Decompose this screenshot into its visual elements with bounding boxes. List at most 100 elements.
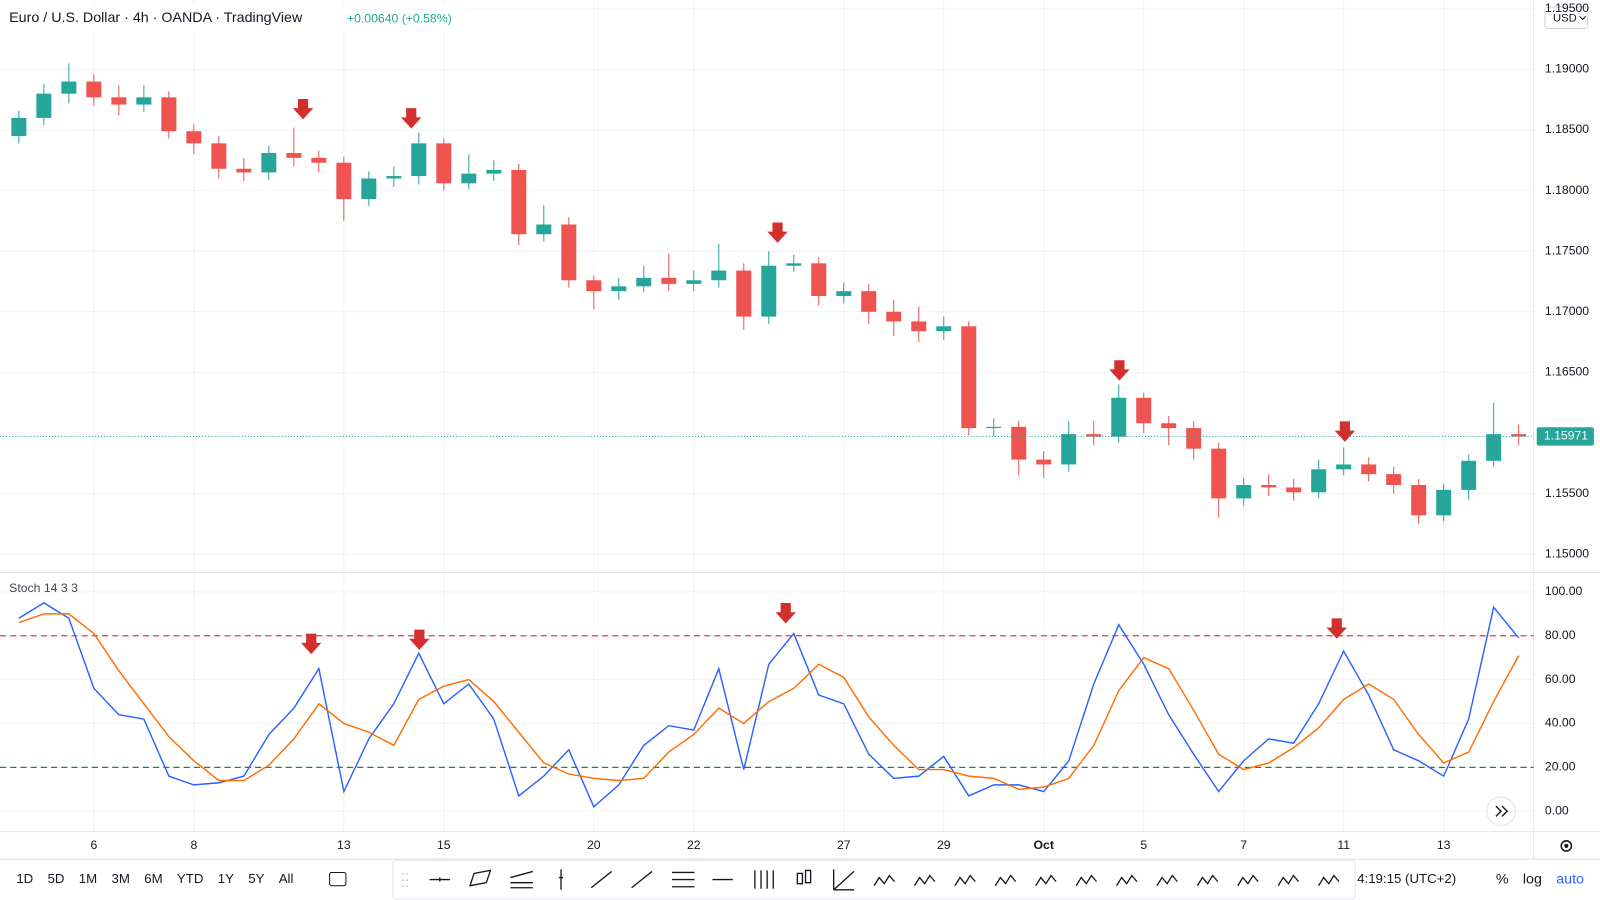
candle-body [1036,459,1052,465]
drawing-toolbar [392,859,1356,900]
tool-icon[interactable] [1035,874,1057,887]
tool-icon[interactable] [754,870,774,889]
range-button[interactable]: 3M [112,871,130,886]
currency-caret[interactable] [1579,15,1587,21]
tool-icon[interactable] [429,877,450,882]
range-button[interactable]: 1Y [218,871,234,886]
scroll-button[interactable] [1486,796,1516,827]
tool-icon[interactable] [873,874,895,887]
candle-body [211,143,227,169]
candle-body [1361,464,1377,475]
currency-box[interactable] [1544,6,1589,30]
drawing-tool[interactable] [833,869,855,891]
annotation-arrows [292,98,1356,655]
tool-icon[interactable] [796,869,812,885]
down-arrow [409,629,430,650]
date-range-button[interactable] [329,871,347,887]
drawing-tool[interactable] [754,870,774,889]
time-tick-label: 15 [437,838,451,852]
stoch-line [18,602,1520,809]
tool-icon[interactable] [469,869,492,887]
range-button[interactable]: 5D [48,871,65,886]
drawing-tool[interactable] [873,874,895,887]
candle-body [386,176,402,179]
drawing-tool[interactable] [590,870,613,889]
candle-body [786,263,802,266]
drawing-tool[interactable] [994,874,1017,887]
drawing-tool[interactable] [469,869,492,887]
drag-handle [402,873,409,887]
down-arrow [1326,618,1347,639]
settings-button[interactable] [1560,840,1573,852]
tool-icon[interactable] [913,874,936,887]
currency-button[interactable]: USD [1544,6,1589,30]
drawing-tool[interactable] [1156,874,1178,887]
drawing-tool[interactable] [913,874,936,887]
time-tick-label: 5 [1140,838,1147,852]
tool-icon[interactable] [994,874,1017,887]
scale-button[interactable]: % [1496,871,1509,887]
down-arrow [401,108,422,129]
candle-body [1211,448,1227,499]
tool-icon[interactable] [672,871,695,888]
indicator-title: Stoch 14 3 3 [9,581,78,595]
range-button[interactable]: 1D [16,871,33,886]
time-tick-label: 13 [337,838,351,852]
drawing-tool[interactable] [510,870,534,889]
tool-icon[interactable] [833,869,855,891]
range-button[interactable]: 1M [79,871,97,886]
tool-icon[interactable] [954,874,976,887]
currency-label[interactable]: USD [1553,12,1577,24]
gear-icon[interactable] [1560,840,1573,852]
tool-icon[interactable] [558,869,564,890]
time-tick-label: 11 [1337,838,1350,852]
range-button[interactable]: All [279,871,294,886]
drawing-tool[interactable] [1035,874,1057,887]
range-button[interactable]: YTD [177,871,204,886]
candle-body [611,286,627,292]
tool-icon[interactable] [1196,874,1219,887]
drawing-tool[interactable] [1196,874,1219,887]
drawing-tool[interactable] [429,877,450,882]
candle-body [361,178,377,200]
tool-icon[interactable] [1277,874,1300,887]
scale-button[interactable]: log [1523,871,1542,887]
drawing-tool[interactable] [631,870,653,889]
legend-bg [0,4,470,33]
scale-button[interactable]: auto [1556,871,1584,887]
drawing-tool[interactable] [1277,874,1300,887]
tool-icon[interactable] [590,870,613,889]
candle-body [461,173,477,184]
calendar-icon[interactable] [329,871,347,887]
scroll-icon[interactable] [1495,805,1509,817]
tool-icon[interactable] [1075,874,1098,887]
price-tick-label: 1.17500 [1545,243,1589,257]
tool-icon[interactable] [1237,874,1259,887]
drawing-tool[interactable] [1318,874,1340,887]
tool-icon[interactable] [1115,874,1138,887]
tool-icon[interactable] [510,870,534,889]
drawing-tool[interactable] [796,869,812,885]
candle-body [286,153,302,158]
gear-center[interactable] [1564,843,1569,848]
drawing-tool[interactable] [1115,874,1138,887]
drawing-tool[interactable] [558,869,564,890]
price-tick-label: 1.19000 [1545,62,1589,76]
drawing-tool[interactable] [954,874,976,887]
drawing-tool[interactable] [1075,874,1098,887]
candle-body [886,311,902,322]
down-arrow [767,222,788,243]
drawing-tool[interactable] [672,871,695,888]
price-tick-label: 1.15500 [1545,486,1589,500]
tool-icon[interactable] [1318,874,1340,887]
last-price-label: 1.15971 [1544,429,1588,443]
stoch-tick-label: 60.00 [1545,672,1576,686]
range-button[interactable]: 5Y [248,871,264,886]
range-button[interactable]: 6M [144,871,162,886]
drawing-tool[interactable] [1237,874,1259,887]
candle-body [136,97,152,105]
stoch-tick-label: 100.00 [1545,584,1583,598]
tool-icon[interactable] [1156,874,1178,887]
tool-icon[interactable] [631,870,653,889]
